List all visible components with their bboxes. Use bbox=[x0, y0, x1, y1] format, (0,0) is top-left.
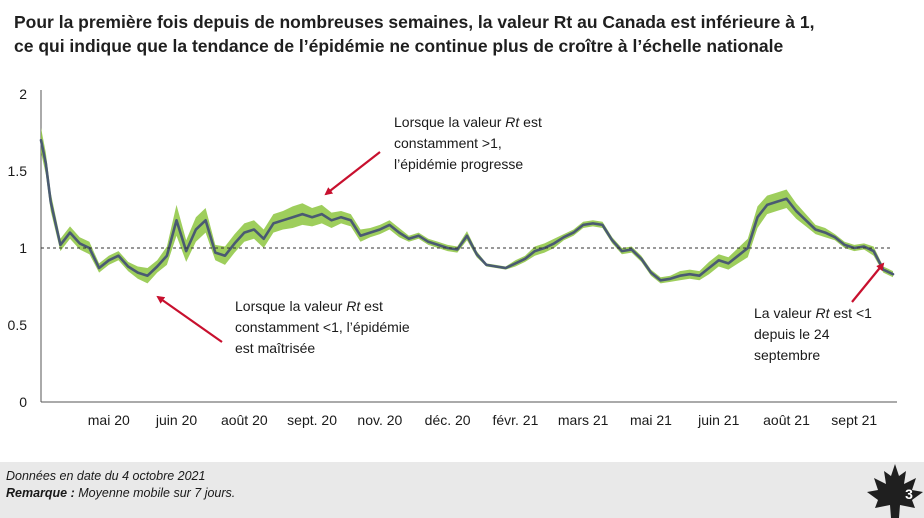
confidence-band-layer bbox=[41, 127, 893, 284]
footer-band bbox=[0, 462, 924, 518]
y-tick-label: 1 bbox=[19, 240, 27, 256]
page-title-line-1: Pour la première fois depuis de nombreus… bbox=[14, 12, 815, 32]
footer-remark-text: Moyenne mobile sur 7 jours. bbox=[74, 486, 236, 500]
y-tick-label: 2 bbox=[19, 86, 27, 102]
annotation-lower-left-line-2: constamment <1, l’épidémie bbox=[235, 319, 410, 335]
y-tick-label: 0.5 bbox=[8, 317, 28, 333]
footer-remark-label: Remarque : bbox=[6, 486, 75, 500]
arrow-right bbox=[851, 262, 885, 303]
page-number: 3 bbox=[905, 486, 913, 502]
annotation-lower-left-line-3: est maîtrisée bbox=[235, 340, 316, 356]
confidence-band bbox=[41, 127, 893, 284]
maple-leaf-icon bbox=[867, 464, 923, 518]
annotation-upper-line-3: l’épidémie progresse bbox=[394, 156, 524, 172]
annotation-upper: Lorsque la valeur Rt est constamment >1,… bbox=[394, 112, 542, 175]
footer-date: Données en date du 4 octobre 2021 bbox=[6, 469, 206, 483]
x-tick-label: févr. 21 bbox=[492, 412, 538, 428]
footer-notes: Données en date du 4 octobre 2021 Remarq… bbox=[6, 468, 235, 502]
annotation-lower-left: Lorsque la valeur Rt est constamment <1,… bbox=[235, 296, 410, 359]
rt-series-line bbox=[39, 138, 895, 282]
footer-remark: Remarque : Moyenne mobile sur 7 jours. bbox=[6, 485, 235, 502]
x-tick-label: juin 21 bbox=[697, 412, 739, 428]
rt-line-layer bbox=[39, 138, 895, 282]
annotation-right: La valeur Rt est <1 depuis le 24 septemb… bbox=[754, 303, 872, 366]
page-title-line-2: ce qui indique que la tendance de l’épid… bbox=[14, 36, 784, 56]
tick-label-layer: 0 0.5 1 1.5 2 mai 20 juin 20 août 20 sept. 20 nov… bbox=[8, 86, 878, 428]
x-tick-label: mars 21 bbox=[558, 412, 609, 428]
arrow-upper bbox=[324, 151, 381, 196]
x-tick-label: mai 21 bbox=[630, 412, 672, 428]
page-title: Pour la première fois depuis de nombreus… bbox=[14, 10, 914, 58]
y-tick-label: 1.5 bbox=[8, 163, 28, 179]
x-tick-label: sept 21 bbox=[831, 412, 877, 428]
annotation-right-line-3: septembre bbox=[754, 347, 821, 363]
annotation-upper-line-2: constamment >1, bbox=[394, 135, 502, 151]
x-tick-label: mai 20 bbox=[88, 412, 130, 428]
annotation-right-line-1: La valeur Rt est <1 bbox=[754, 305, 872, 321]
x-tick-label: sept. 20 bbox=[287, 412, 337, 428]
x-tick-label: déc. 20 bbox=[425, 412, 471, 428]
annotation-right-line-2: depuis le 24 bbox=[754, 326, 830, 342]
arrow-lower-left bbox=[156, 295, 223, 343]
x-tick-label: août 20 bbox=[221, 412, 268, 428]
annotation-arrow-layer bbox=[156, 151, 885, 343]
x-tick-label: nov. 20 bbox=[357, 412, 402, 428]
annotation-lower-left-line-1: Lorsque la valeur Rt est bbox=[235, 298, 383, 314]
y-tick-label: 0 bbox=[19, 394, 27, 410]
annotation-upper-line-1: Lorsque la valeur Rt est bbox=[394, 114, 542, 130]
x-tick-label: août 21 bbox=[763, 412, 810, 428]
x-tick-label: juin 20 bbox=[155, 412, 197, 428]
